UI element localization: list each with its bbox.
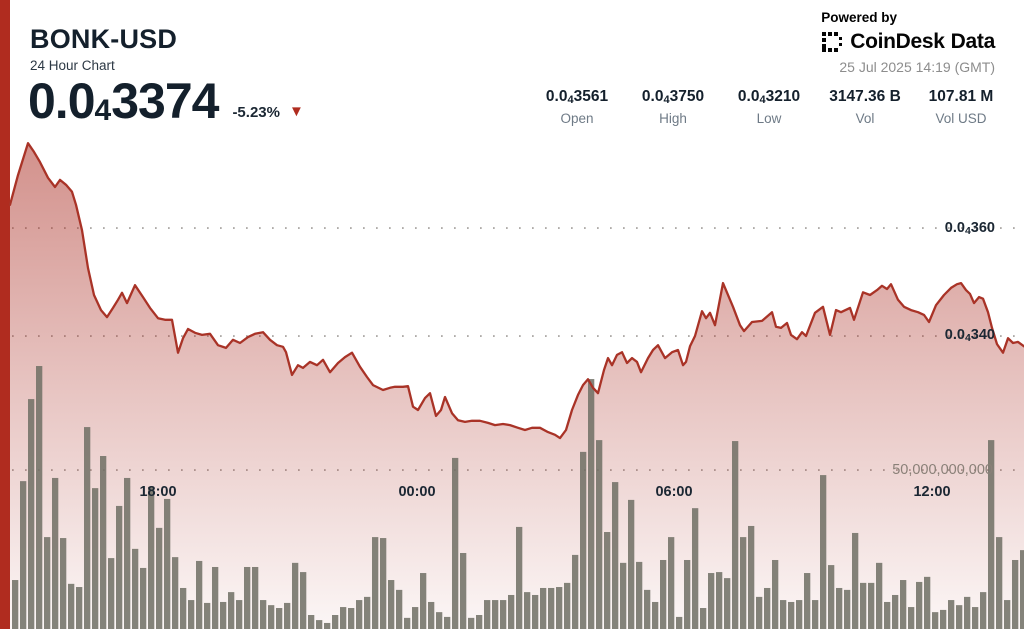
x-axis-label-06-00: 06:00 [655, 484, 693, 500]
y-axis-label-digits: 360 [970, 220, 995, 236]
y-axis-label-digits: 340 [970, 327, 995, 343]
attribution: Powered by CoinDesk Data 25 Jul 2025 14:1… [821, 10, 995, 75]
brand-data: Data [950, 30, 996, 53]
header: BONK-USD 24 Hour Chart [30, 24, 177, 73]
stat-value-prefix: 0.0 [641, 88, 664, 105]
x-axis-label-12-00: 12:00 [913, 484, 951, 500]
stat-high-value: 0.043750 [625, 88, 721, 106]
stat-value-digits: 3561 [573, 88, 609, 105]
stat-vol-usd-value: 107.81 M [913, 88, 1009, 106]
stat-value-digits: 3210 [765, 88, 801, 105]
volume-axis-label: 50,000,000,000 [892, 462, 993, 478]
stat-high-label: High [659, 111, 687, 126]
stat-vol-value: 3147.36 B [817, 88, 913, 106]
stat-open-value: 0.043561 [529, 88, 625, 106]
coindesk-data-logo[interactable]: CoinDesk Data [821, 30, 995, 54]
price-down-triangle-icon: ▼ [288, 103, 304, 120]
stat-low: 0.043210 Low [721, 88, 817, 126]
stat-vol-label: Vol [855, 111, 875, 126]
chart-period-subtitle: 24 Hour Chart [30, 58, 115, 73]
y-axis-label-subscript: 4 [964, 225, 971, 237]
price-subscript: 4 [94, 94, 112, 127]
stat-high: 0.043750 High [625, 88, 721, 126]
stat-open-label: Open [560, 111, 594, 126]
left-accent-strip [0, 0, 10, 629]
y-axis-label-prefix: 0.0 [944, 220, 965, 236]
current-price-row: 0.043374 -5.23% ▼ [28, 76, 304, 126]
y-axis-label-prefix: 0.0 [944, 327, 965, 343]
price-prefix: 0.0 [28, 73, 96, 129]
y-axis-label-subscript: 4 [964, 332, 971, 344]
stat-low-value: 0.043210 [721, 88, 817, 106]
current-price: 0.043374 [28, 73, 219, 129]
stats-row: 0.043561 Open 0.043750 High 0.043210 Low… [529, 88, 1009, 126]
timestamp: 25 Jul 2025 14:19 (GMT) [839, 59, 995, 75]
stat-value-subscript: 4 [567, 94, 574, 106]
x-axis-label-00-00: 00:00 [398, 484, 436, 500]
price-digits: 3374 [111, 73, 219, 129]
coindesk-data-wordmark: CoinDesk Data [850, 30, 995, 54]
stat-value-prefix: 3147.36 B [829, 88, 901, 105]
stat-value-prefix: 0.0 [545, 88, 568, 105]
stat-value-digits: 3750 [669, 88, 705, 105]
y-axis-label-340: 0.04340 [945, 327, 995, 344]
instrument-symbol: BONK-USD [30, 24, 178, 54]
stat-low-label: Low [756, 111, 782, 126]
brand-coindesk: CoinDesk [850, 30, 945, 53]
price-change-percent: -5.23% [232, 104, 280, 121]
stat-vol-usd-label: Vol USD [935, 111, 987, 126]
stat-value-subscript: 4 [663, 94, 670, 106]
y-axis-label-360: 0.04360 [945, 220, 995, 237]
stat-open: 0.043561 Open [529, 88, 625, 126]
stat-vol: 3147.36 B Vol [817, 88, 913, 126]
coindesk-logo-icon [822, 32, 843, 52]
stat-value-prefix: 0.0 [737, 88, 760, 105]
x-axis-label-18-00: 18:00 [139, 484, 177, 500]
powered-by-label: Powered by [821, 10, 897, 25]
stat-value-subscript: 4 [759, 94, 766, 106]
stat-value-prefix: 107.81 M [928, 88, 994, 105]
stat-vol-usd: 107.81 M Vol USD [913, 88, 1009, 126]
